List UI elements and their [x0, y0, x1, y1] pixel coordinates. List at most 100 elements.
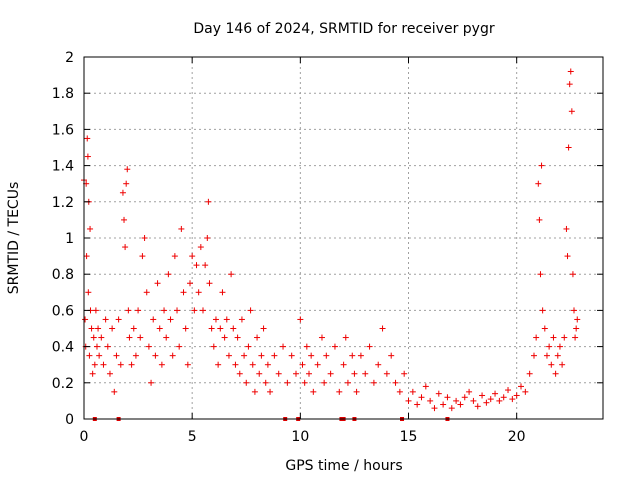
data-point: [351, 370, 358, 377]
data-point: [82, 316, 89, 323]
data-point: [109, 325, 116, 332]
data-point: [234, 334, 241, 341]
data-point: [135, 307, 142, 314]
data-point: [444, 394, 451, 401]
data-point: [223, 316, 230, 323]
data-point: [539, 307, 546, 314]
data-point: [546, 343, 553, 350]
data-point: [509, 396, 516, 403]
y-tick-label: 0.4: [52, 340, 74, 356]
y-tick-label: 0.6: [52, 303, 74, 319]
x-axis-label: GPS time / hours: [285, 458, 402, 474]
data-point: [303, 343, 310, 350]
data-point: [158, 361, 165, 368]
data-point: [117, 361, 124, 368]
data-point: [217, 325, 224, 332]
y-tick-labels: 0 0.2 0.4 0.6 0.8 1 1.2 1.4 1.6 1.8 2: [52, 50, 74, 428]
chart-title: Day 146 of 2024, SRMTID for receiver pyg…: [193, 21, 494, 37]
data-point: [310, 388, 317, 395]
data-point: [405, 397, 412, 404]
data-point: [470, 397, 477, 404]
data-point: [102, 316, 109, 323]
data-point: [569, 271, 576, 278]
data-point: [111, 388, 118, 395]
data-point: [453, 397, 460, 404]
data-point: [548, 361, 555, 368]
data-point: [538, 162, 545, 169]
data-point: [197, 244, 204, 251]
data-point: [559, 361, 566, 368]
data-point: [161, 307, 168, 314]
data-point: [535, 180, 542, 187]
data-point: [115, 316, 122, 323]
data-point: [314, 361, 321, 368]
data-point: [321, 379, 328, 386]
data-point: [238, 316, 245, 323]
data-point: [139, 253, 146, 260]
data-point: [550, 334, 557, 341]
data-point: [427, 397, 434, 404]
axis-ticks: [83, 56, 603, 420]
data-point: [243, 379, 250, 386]
data-point: [247, 307, 254, 314]
data-point: [349, 352, 356, 359]
data-point: [474, 403, 481, 410]
data-point: [392, 379, 399, 386]
data-point: [280, 343, 287, 350]
data-point: [221, 334, 228, 341]
data-point: [275, 370, 282, 377]
data-point: [84, 135, 91, 142]
data-point: [176, 343, 183, 350]
data-point: [284, 379, 291, 386]
data-point: [123, 180, 130, 187]
data-point: [571, 307, 578, 314]
data-point: [143, 289, 150, 296]
data-point: [483, 399, 490, 406]
y-tick-label: 1.4: [52, 159, 74, 175]
data-point: [267, 388, 274, 395]
data-point: [556, 343, 563, 350]
data-point: [95, 325, 102, 332]
data-point: [396, 388, 403, 395]
data-point: [327, 370, 334, 377]
y-tick-label: 2: [65, 50, 74, 66]
data-point: [87, 225, 94, 232]
data-point: [163, 334, 170, 341]
data-point: [496, 397, 503, 404]
data-point: [479, 392, 486, 399]
data-point: [331, 343, 338, 350]
data-point: [383, 370, 390, 377]
data-point: [91, 361, 98, 368]
data-point: [195, 289, 202, 296]
data-point: [563, 225, 570, 232]
data-point: [305, 370, 312, 377]
data-point: [100, 361, 107, 368]
data-point: [88, 325, 95, 332]
data-point: [180, 289, 187, 296]
data-point: [564, 253, 571, 260]
data-point: [457, 401, 464, 408]
data-point: [299, 361, 306, 368]
data-point: [340, 361, 347, 368]
data-point: [513, 392, 520, 399]
data-point: [530, 352, 537, 359]
data-point: [212, 316, 219, 323]
data-point: [241, 352, 248, 359]
y-tick-label: 1: [65, 231, 74, 247]
data-point: [297, 316, 304, 323]
data-point: [435, 390, 442, 397]
data-point: [271, 352, 278, 359]
data-point: [254, 334, 261, 341]
data-point: [169, 352, 176, 359]
data-point: [414, 401, 421, 408]
data-point: [357, 352, 364, 359]
data-point: [505, 387, 512, 394]
data-point: [264, 361, 271, 368]
data-point: [288, 352, 295, 359]
data-point: [83, 253, 90, 260]
data-point: [121, 216, 128, 223]
x-tick-label: 10: [291, 429, 309, 445]
data-point: [301, 379, 308, 386]
data-point: [89, 370, 96, 377]
